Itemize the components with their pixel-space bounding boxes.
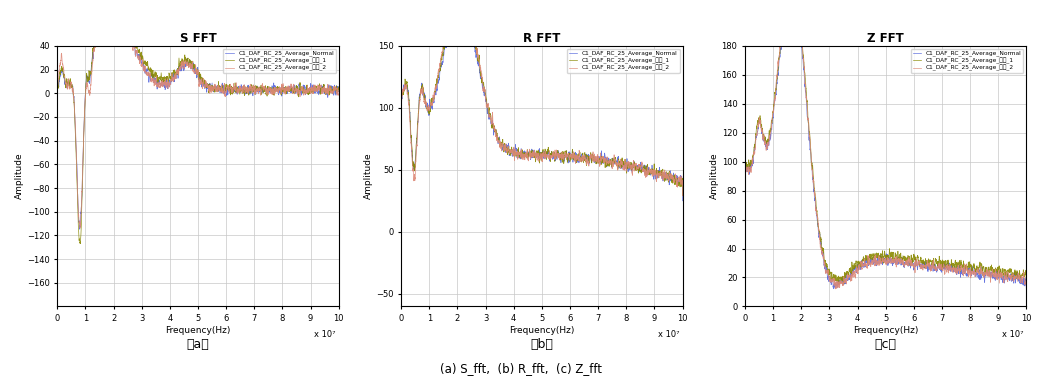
Title: S FFT: S FFT bbox=[179, 32, 217, 45]
Text: （b）: （b） bbox=[530, 338, 553, 351]
Text: （a）: （a） bbox=[187, 338, 209, 351]
Legend: C1_DAF_RC_25_Average_Normal, C1_DAF_RC_25_Average_단락_1, C1_DAF_RC_25_Average_단락_: C1_DAF_RC_25_Average_Normal, C1_DAF_RC_2… bbox=[911, 49, 1023, 73]
Legend: C1_DAF_RC_25_Average_Normal, C1_DAF_RC_25_Average_단락_1, C1_DAF_RC_25_Average_단락_: C1_DAF_RC_25_Average_Normal, C1_DAF_RC_2… bbox=[223, 49, 336, 73]
Text: x 10⁷: x 10⁷ bbox=[659, 330, 679, 339]
Y-axis label: Amplitude: Amplitude bbox=[365, 153, 373, 200]
Text: (a) S_fft,  (b) R_fft,  (c) Z_fft: (a) S_fft, (b) R_fft, (c) Z_fft bbox=[440, 362, 602, 375]
Text: x 10⁷: x 10⁷ bbox=[315, 330, 336, 339]
X-axis label: Frequency(Hz): Frequency(Hz) bbox=[510, 326, 574, 335]
X-axis label: Frequency(Hz): Frequency(Hz) bbox=[853, 326, 918, 335]
Text: x 10⁷: x 10⁷ bbox=[1002, 330, 1023, 339]
Title: R FFT: R FFT bbox=[523, 32, 561, 45]
Y-axis label: Amplitude: Amplitude bbox=[15, 153, 24, 200]
Text: （c）: （c） bbox=[874, 338, 897, 351]
Legend: C1_DAF_RC_25_Average_Normal, C1_DAF_RC_25_Average_단락_1, C1_DAF_RC_25_Average_단락_: C1_DAF_RC_25_Average_Normal, C1_DAF_RC_2… bbox=[567, 49, 679, 73]
Y-axis label: Amplitude: Amplitude bbox=[710, 153, 719, 200]
Title: Z FFT: Z FFT bbox=[867, 32, 904, 45]
X-axis label: Frequency(Hz): Frequency(Hz) bbox=[166, 326, 230, 335]
